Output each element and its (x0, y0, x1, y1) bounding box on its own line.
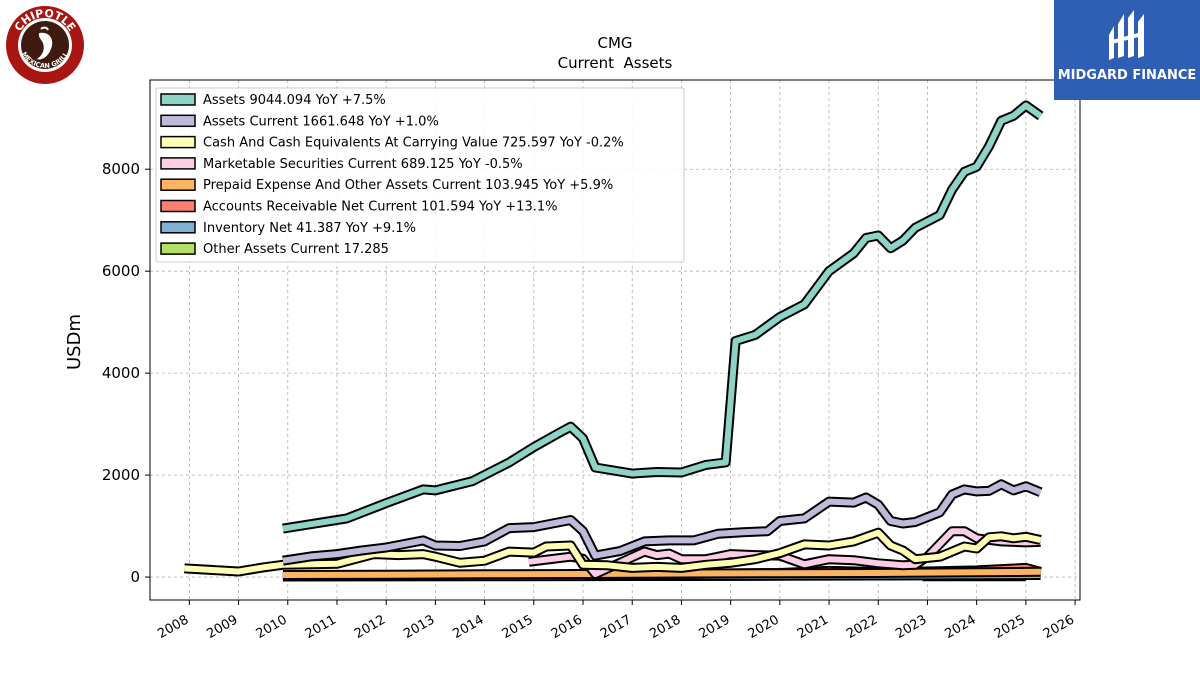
series-stroke (282, 568, 1041, 578)
legend-entry: Other Assets Current 17.285 (203, 242, 389, 257)
legend-swatch (160, 93, 196, 106)
legend-swatch (160, 242, 196, 255)
legend: Assets 9044.094 YoY +7.5% Assets Current … (155, 87, 685, 263)
y-tick-label: 4000 (102, 364, 140, 382)
legend-entry: Cash And Cash Equivalents At Carrying Va… (203, 136, 624, 151)
series-lines (184, 100, 1044, 582)
chart-title: CMG (597, 34, 632, 52)
y-tick-label: 2000 (102, 466, 140, 484)
series-stroke (282, 481, 1042, 564)
series-0-line (282, 100, 1044, 534)
midgard-finance-logo: MIDGARD FINANCE (1054, 0, 1200, 100)
legend-swatch (160, 178, 196, 191)
legend-box (155, 87, 685, 263)
y-tick-label: 6000 (102, 262, 140, 280)
series-4-line (282, 566, 1041, 580)
y-tick-label: 0 (130, 568, 140, 586)
y-axis-label: USDm (64, 314, 85, 370)
legend-swatch (160, 199, 196, 213)
legend-swatch (160, 135, 196, 149)
midgard-brand-text: MIDGARD FINANCE (1057, 68, 1197, 83)
legend-swatch (160, 114, 196, 128)
series-1-line (282, 479, 1043, 566)
legend-swatch (160, 221, 196, 234)
series-stroke (282, 102, 1043, 532)
legend-entry: Assets 9044.094 YoY +7.5% (203, 93, 386, 108)
legend-entry: Assets Current 1661.648 YoY +1.0% (203, 114, 439, 129)
series-2-line (184, 527, 1042, 577)
y-axis: 0 2000 4000 6000 8000 (102, 160, 150, 586)
chart-subtitle: Current Assets (558, 54, 673, 72)
plot-frame (149, 79, 1081, 601)
series-stroke (184, 529, 1042, 575)
chipotle-logo: CHIPOTLE MEXICAN GRILL (5, 5, 85, 85)
legend-entry: Marketable Securities Current 689.125 Yo… (203, 157, 523, 172)
legend-swatch (160, 157, 196, 170)
y-tick-label: 8000 (102, 160, 140, 178)
legend-entry: Prepaid Expense And Other Assets Current… (203, 178, 613, 193)
legend-entry: Accounts Receivable Net Current 101.594 … (203, 200, 558, 215)
legend-entry: Inventory Net 41.387 YoY +9.1% (203, 221, 416, 236)
